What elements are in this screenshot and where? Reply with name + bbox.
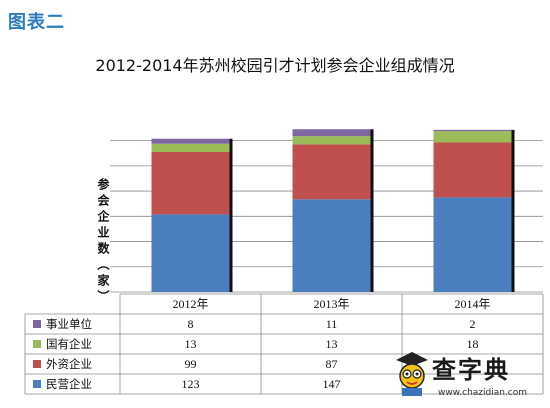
category-label: 2014年 — [454, 297, 490, 311]
bar-国有企业-2012年 — [151, 143, 230, 152]
legend-swatch — [33, 360, 41, 368]
table-cell: 87 — [326, 357, 338, 371]
category-label: 2012年 — [172, 297, 208, 311]
table-cell: 13 — [326, 337, 338, 351]
table-cell: 123 — [182, 377, 200, 391]
bar-事业单位-2012年 — [151, 138, 230, 144]
bar-外资企业-2014年 — [433, 142, 512, 198]
table-cell: 13 — [185, 337, 197, 351]
table-cell: 18 — [467, 337, 479, 351]
bar-shadow — [511, 129, 515, 292]
mascot-icon — [396, 352, 428, 396]
bar-外资企业-2012年 — [151, 151, 230, 215]
table-cell: 11 — [326, 317, 338, 331]
legend-swatch — [33, 340, 41, 348]
legend-label: 外资企业 — [46, 357, 92, 371]
bar-shadow — [370, 129, 374, 292]
watermark-text: 查字典 — [432, 356, 510, 384]
bar-事业单位-2014年 — [433, 129, 512, 132]
category-label: 2013年 — [313, 297, 349, 311]
table-cell: 147 — [323, 377, 341, 391]
table-cell: 8 — [188, 317, 194, 331]
bar-外资企业-2013年 — [292, 144, 371, 200]
legend-swatch — [33, 320, 41, 328]
bar-民营企业-2014年 — [433, 197, 512, 292]
bars — [151, 129, 515, 292]
y-axis-label: 参会企业数（家） — [96, 178, 110, 306]
legend-label: 国有企业 — [46, 337, 92, 351]
bar-事业单位-2013年 — [292, 129, 371, 137]
watermark-logo: 查字典 www.chazidian.com — [392, 346, 548, 404]
legend-label: 民营企业 — [46, 377, 92, 391]
bar-shadow — [229, 138, 233, 292]
bar-民营企业-2012年 — [151, 214, 230, 292]
figure-caption: 图表二 — [8, 12, 65, 33]
legend-swatch — [33, 380, 41, 388]
bar-国有企业-2014年 — [433, 131, 512, 143]
table-cell: 99 — [185, 357, 197, 371]
watermark-url: www.chazidian.com — [438, 388, 528, 398]
bar-国有企业-2013年 — [292, 136, 371, 145]
table-cell: 2 — [470, 317, 476, 331]
chart-title: 2012-2014年苏州校园引才计划参会企业组成情况 — [95, 56, 455, 75]
bar-民营企业-2013年 — [292, 199, 371, 292]
legend-label: 事业单位 — [46, 317, 92, 331]
